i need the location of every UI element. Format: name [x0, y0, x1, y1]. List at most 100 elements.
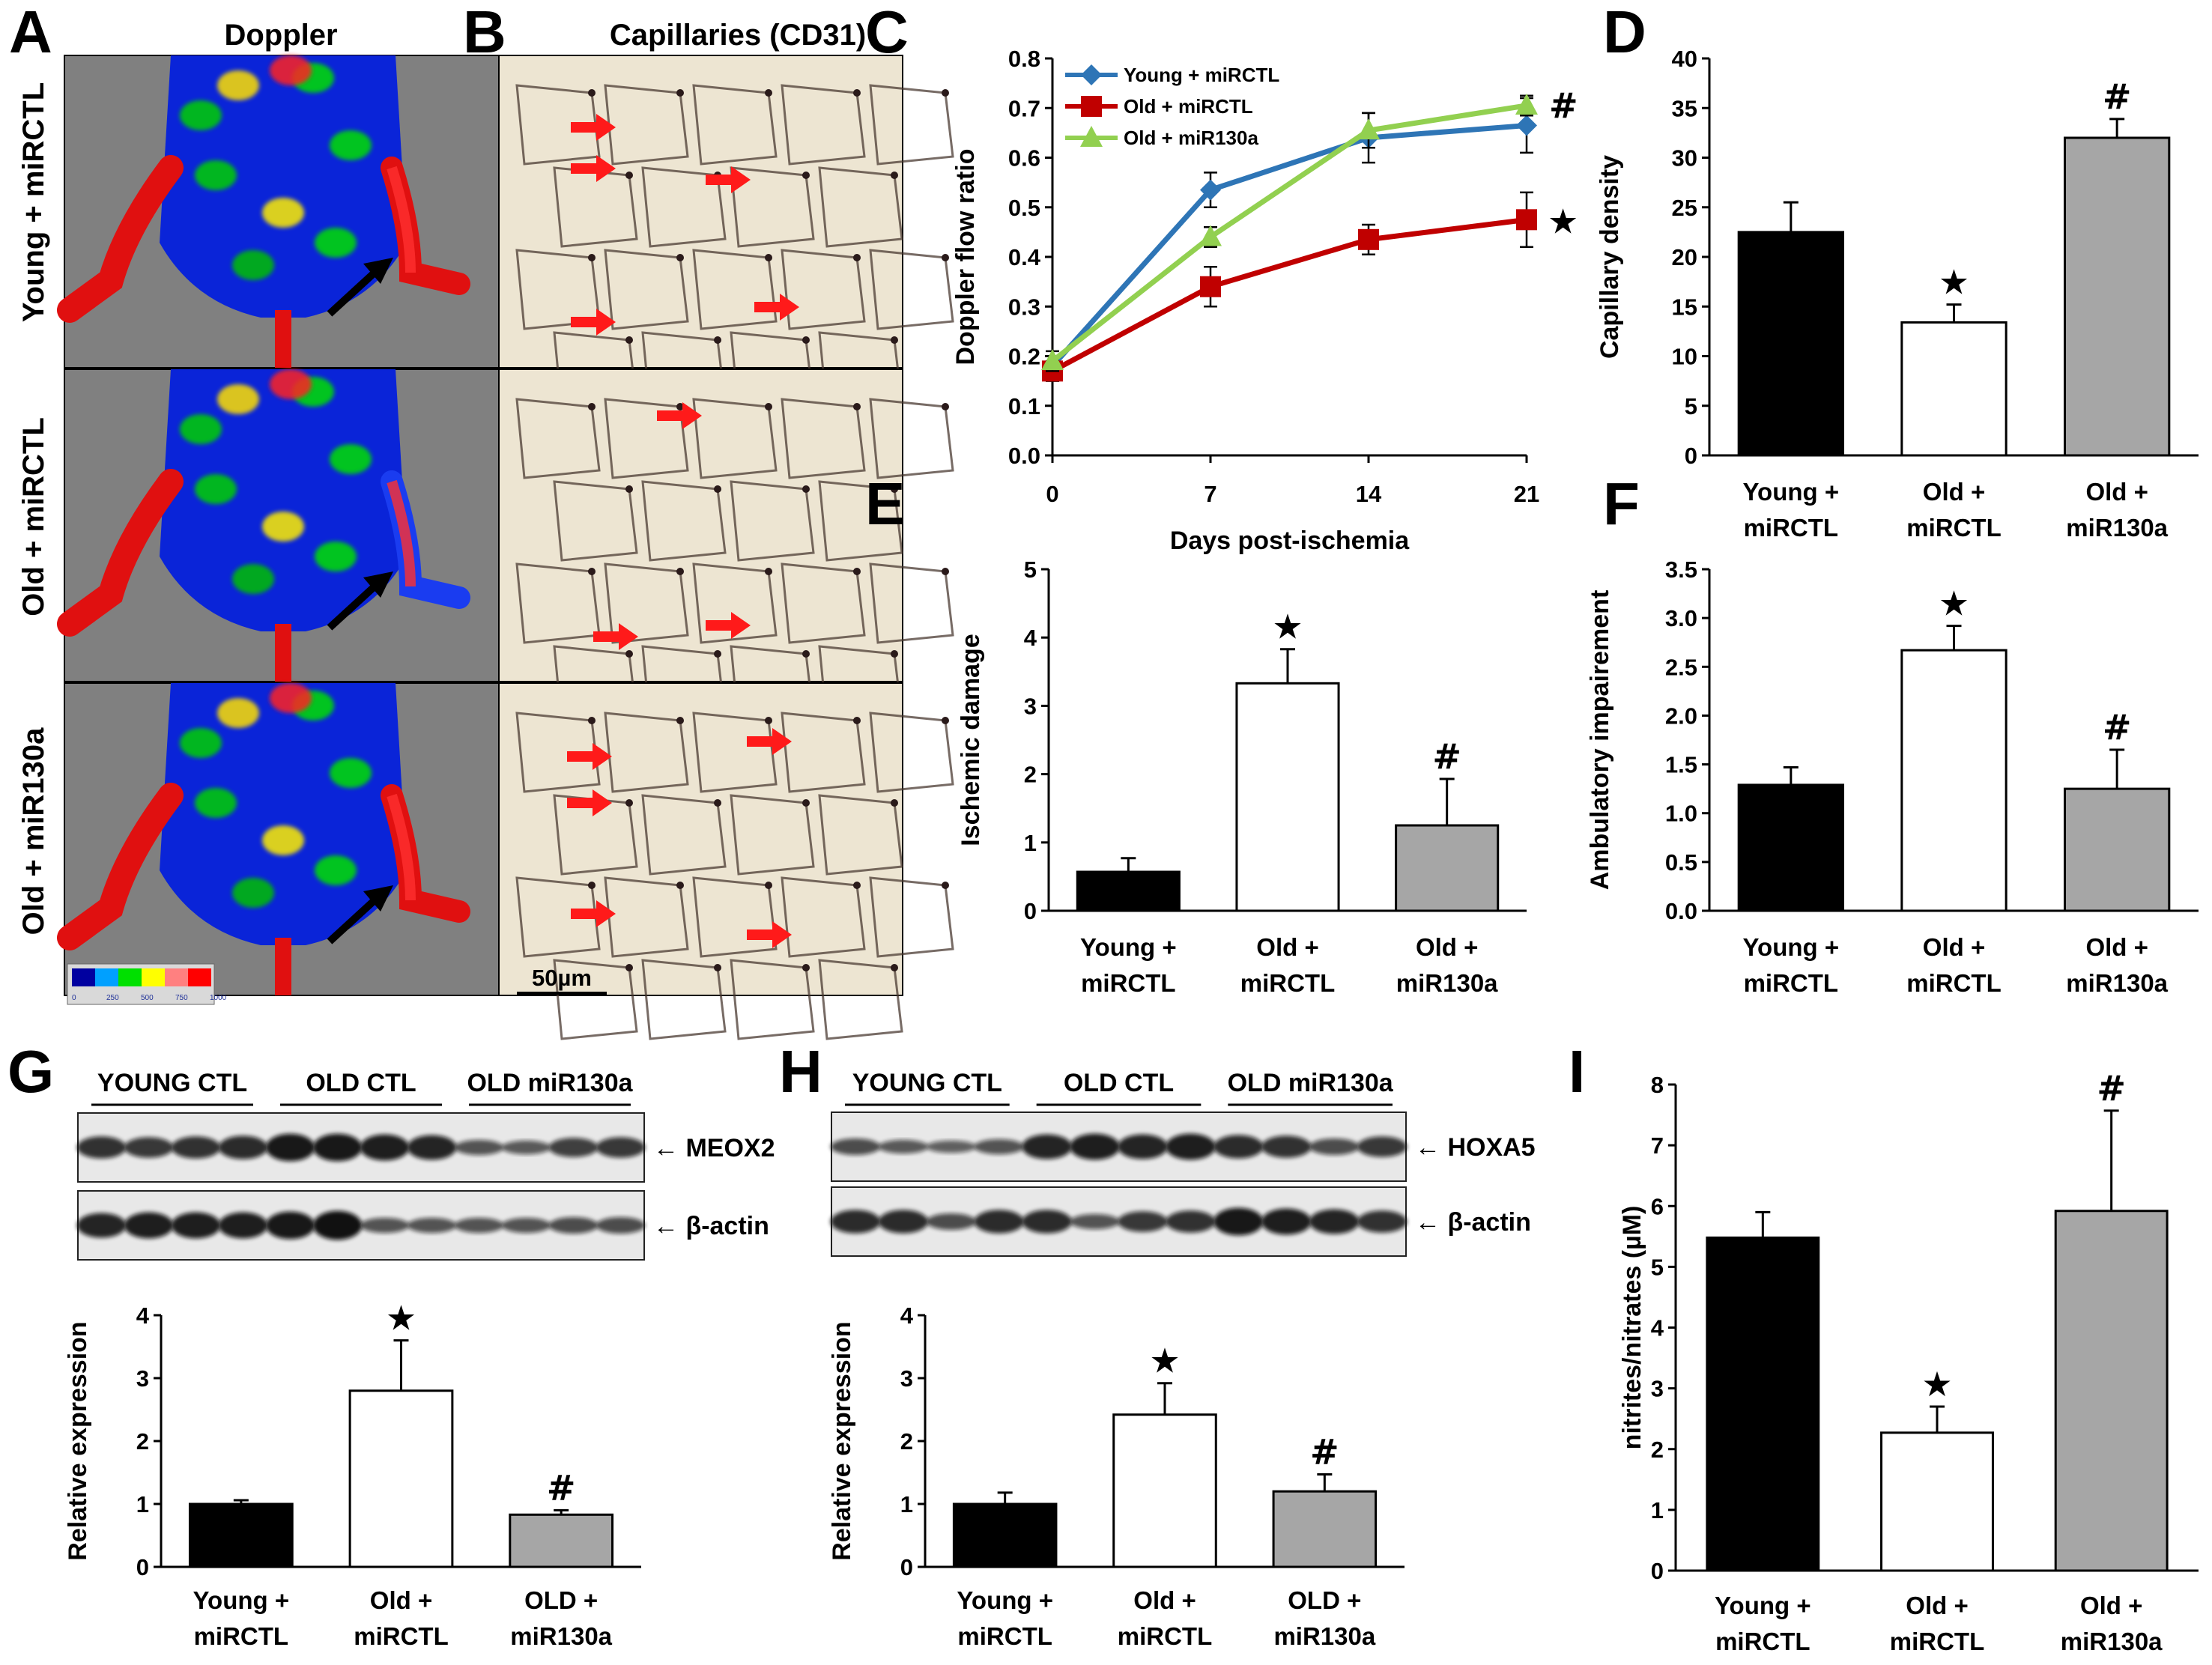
bar [1880, 1431, 1994, 1572]
y-tick-label: 3.5 [1665, 556, 1697, 583]
y-tick-label: 2 [900, 1428, 913, 1455]
y-tick-label: 0 [136, 1554, 149, 1580]
significance-mark: ★ [1921, 1364, 1952, 1404]
panel-a: A Doppler Young + miRCTL Old + miRCTL Ol… [9, 0, 503, 1005]
significance-mark: ★ [1272, 607, 1303, 647]
panel-letter: F [1603, 470, 1640, 537]
y-axis-label: Relative expression [64, 1321, 92, 1560]
category-label: miR130a [1273, 1622, 1375, 1650]
arrow-icon [327, 571, 393, 631]
y-tick-label: 0.8 [1008, 46, 1040, 72]
red-arrow-icon [657, 402, 702, 429]
colorbar-tick-label: 0 [72, 994, 76, 1002]
bar [1112, 1413, 1217, 1568]
significance-mark: ★ [1939, 262, 1969, 303]
chart-e: E 0 1 2 3 4 5 Ischemic damage Young + miRCTL ★ Old … [865, 470, 1527, 997]
colorbar-tick-label: 1000 [210, 994, 227, 1002]
panel-letter: C [865, 0, 909, 65]
y-tick-label: 2 [136, 1428, 149, 1455]
panel-a-title: Doppler [224, 19, 337, 52]
significance-mark: # [547, 1467, 576, 1508]
red-arrow-icon [571, 155, 616, 182]
bar [1900, 649, 2008, 912]
panel-g-blot: G YOUNG CTL OLD CTL OLD miR130a ← MEOX2 ← β-… [7, 1038, 775, 1261]
red-arrow-icon [754, 294, 799, 321]
histology-image [498, 55, 954, 413]
significance-mark: # [2097, 1068, 2126, 1109]
doppler-image [57, 369, 503, 682]
panel-b-letter: B [463, 0, 506, 65]
y-tick-label: 1 [1024, 830, 1037, 856]
category-label: miR130a [2061, 1628, 2163, 1655]
band-label-actin: ← β-actin [653, 1212, 769, 1240]
y-tick-label: 3 [1651, 1376, 1664, 1402]
y-tick-label: 1 [1651, 1497, 1664, 1523]
data-point [1081, 96, 1102, 117]
x-tick-label: 21 [1514, 481, 1539, 507]
y-tick-label: 1 [136, 1491, 149, 1517]
category-label: miR130a [1396, 969, 1498, 997]
y-tick-label: 10 [1672, 344, 1697, 370]
blot-strip-target: ← HOXA5 [830, 1111, 1536, 1182]
y-tick-label: 30 [1672, 145, 1697, 172]
series [1042, 191, 1537, 382]
bar [1737, 783, 1844, 912]
category-label: miR130a [2066, 514, 2168, 542]
category-label: Young + [1743, 478, 1840, 506]
category-label: Old + [1906, 1592, 1968, 1619]
category-label: Old + [370, 1586, 432, 1614]
y-axis-label: nitrites/nitrates (µM) [1618, 1206, 1646, 1450]
red-arrow-icon [567, 789, 612, 816]
category-label: miRCTL [1906, 969, 2002, 997]
y-tick-label: 15 [1672, 294, 1697, 320]
data-point [1358, 228, 1379, 250]
band-label-actin: ← β-actin [1415, 1208, 1531, 1237]
category-label: miRCTL [194, 1622, 289, 1650]
y-tick-label: 1 [900, 1491, 913, 1517]
data-point [1200, 276, 1221, 297]
row-label-young-mirctl: Young + miRCTL [17, 82, 50, 322]
data-point [1516, 115, 1537, 136]
y-tick-label: 1.0 [1665, 801, 1697, 827]
category-label: miR130a [2066, 969, 2168, 997]
category-label: miRCTL [1715, 1628, 1810, 1655]
bar [1706, 1236, 1820, 1572]
series-line [1051, 216, 1527, 374]
y-tick-label: 35 [1672, 95, 1697, 121]
panel-h-blot: H YOUNG CTL OLD CTL OLD miR130a ← HOXA5 ← β-… [779, 1038, 1536, 1257]
data-point [1199, 225, 1222, 246]
bar [2064, 787, 2171, 912]
data-point [1516, 209, 1537, 231]
category-label: miRCTL [1890, 1628, 1985, 1655]
chart-h: 0 1 2 3 4 Relative expression Young + miRCTL ★ Ol… [828, 1302, 1405, 1650]
y-axis-label: Ischemic damage [957, 634, 985, 846]
red-arrow-icon [747, 728, 792, 755]
category-label: miR130a [510, 1622, 612, 1650]
y-tick-label: 6 [1651, 1193, 1664, 1219]
doppler-image [57, 55, 503, 369]
data-point [1081, 64, 1102, 85]
category-label: Old + [2080, 1592, 2142, 1619]
histology-image [498, 682, 954, 1040]
row-label-old-mir130a: Old + miR130a [17, 727, 50, 935]
x-tick-label: 14 [1356, 481, 1382, 507]
bar [1737, 231, 1844, 457]
significance-mark: # [1432, 736, 1461, 777]
doppler-image [57, 682, 503, 996]
chart-f: F 0.0 0.5 1.0 1.5 2.0 2.5 3.0 3.5 Ambulatory impa… [1586, 470, 2199, 997]
category-label: miRCTL [1081, 969, 1176, 997]
y-tick-label: 0.7 [1008, 95, 1040, 121]
y-tick-label: 5 [1685, 393, 1697, 419]
colorbar-tick-label: 750 [175, 994, 188, 1002]
bar [348, 1389, 454, 1568]
category-label: miRCTL [1240, 969, 1336, 997]
y-tick-label: 7 [1651, 1132, 1664, 1159]
y-tick-label: 0.1 [1008, 393, 1040, 419]
y-tick-label: 0 [1651, 1558, 1664, 1584]
y-tick-label: 1.5 [1665, 752, 1697, 778]
legend: Young + miRCTL Old + miRCTL Old + miR130a [1065, 64, 1279, 149]
chart-c: C 0.0 0.1 0.2 0.3 0.4 0.5 0.6 0.7 0.8 0 7 14 21 Days p… [865, 0, 1578, 555]
y-tick-label: 0 [1685, 443, 1697, 469]
y-axis-label: Ambulatory impairement [1586, 590, 1614, 891]
category-label: miRCTL [1118, 1622, 1213, 1650]
